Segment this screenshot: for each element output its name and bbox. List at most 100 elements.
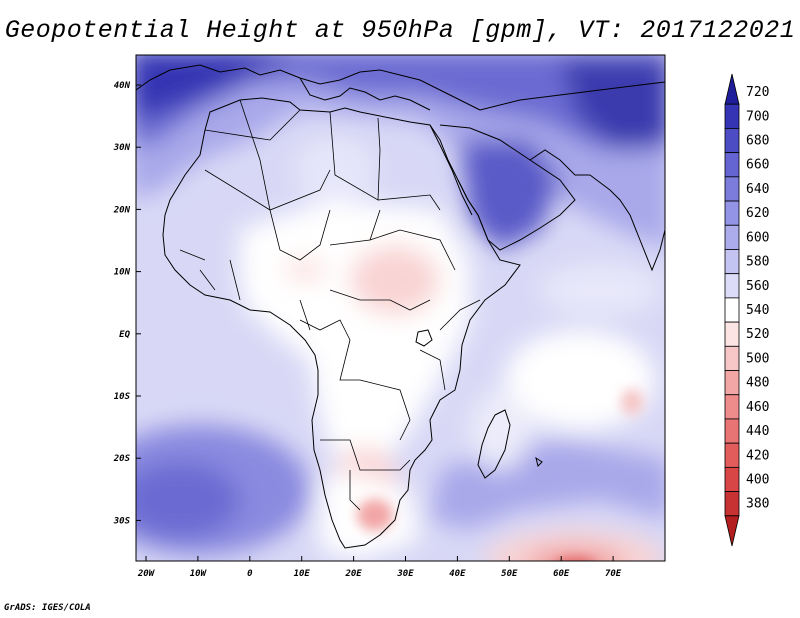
- lon-tick-label: 0: [247, 569, 253, 579]
- coastlines: [136, 64, 665, 549]
- colorbar-label: 680: [746, 134, 769, 149]
- colorbar-label: 720: [746, 85, 769, 100]
- lat-tick-label: 10S: [114, 392, 131, 402]
- colorbar-label: 640: [746, 182, 769, 197]
- colorbar-label: 400: [746, 472, 769, 487]
- colorbar-label: 440: [746, 424, 769, 439]
- colorbar-segment: [724, 200, 740, 226]
- colorbar-segment: [724, 466, 740, 492]
- asia-north: [479, 81, 665, 111]
- lon-tick-label: 20W: [137, 569, 156, 579]
- border-15: [179, 249, 241, 301]
- red-sea: [429, 124, 473, 216]
- colorbar-segment: [724, 394, 740, 420]
- border-13: [349, 470, 361, 511]
- border-16: [419, 349, 446, 391]
- colorbar-label: 700: [746, 109, 769, 124]
- colorbar-label: 380: [746, 497, 769, 512]
- colorbar-segment: [724, 249, 740, 275]
- border-3: [239, 99, 271, 211]
- colorbar-segment: [724, 273, 740, 299]
- colorbar-label: 660: [746, 158, 769, 173]
- lake-victoria: [415, 329, 433, 347]
- chart-title: Geopotential Height at 950hPa [gpm], VT:…: [4, 16, 796, 45]
- colorbar-label: 540: [746, 303, 769, 318]
- colorbar-label: 600: [746, 230, 769, 245]
- mediterranean-north: [299, 77, 431, 111]
- colorbar-label: 580: [746, 255, 769, 270]
- colorbar-label: 520: [746, 327, 769, 342]
- field-indian-pink: [621, 389, 643, 415]
- field-central-pink: [350, 245, 440, 315]
- lon-tick-label: 60E: [553, 569, 570, 579]
- border-9: [329, 289, 431, 311]
- colorbar-label: 460: [746, 400, 769, 415]
- longitude-axis: 20W 10W 0 10E 20E 30E 40E 50E 60E 70E: [137, 556, 622, 579]
- field-south-low-mid: [526, 547, 624, 561]
- border-12: [320, 439, 411, 471]
- colorbar-segment: [724, 442, 740, 468]
- country-borders: [179, 99, 481, 511]
- field-madagascar-white: [470, 390, 530, 470]
- field-south-low-outer: [485, 530, 665, 561]
- border-2: [204, 169, 331, 211]
- lon-tick-label: 70E: [605, 569, 622, 579]
- border-6: [269, 209, 331, 261]
- india-coast: [589, 174, 665, 272]
- lon-tick-label: 40E: [449, 569, 466, 579]
- grads-credit: GrADS: IGES/COLA: [4, 603, 91, 613]
- lon-tick-label: 20E: [344, 569, 362, 579]
- border-14: [439, 299, 481, 331]
- height-field: [136, 55, 665, 561]
- colorbar-label: 620: [746, 206, 769, 221]
- colorbar-segment: [724, 176, 740, 202]
- colorbar-segment: [724, 297, 740, 323]
- field-arabian-sea-white: [540, 265, 660, 315]
- arabian-peninsula: [439, 124, 576, 251]
- field-atlantic-high-core: [136, 462, 240, 538]
- colorbar-bottom-arrow: [724, 515, 740, 547]
- field-south-low-core: [558, 558, 592, 561]
- border-8: [369, 229, 456, 271]
- colorbar-segment: [724, 418, 740, 444]
- lat-tick-label: 20S: [113, 454, 131, 464]
- field-arabia-dark: [460, 140, 560, 250]
- persian-gulf: [529, 149, 590, 176]
- colorbar-segment: [724, 370, 740, 396]
- lat-tick-label: EQ: [119, 330, 130, 340]
- border-1: [204, 109, 301, 141]
- lat-tick-label: 10N: [114, 268, 131, 278]
- border-10: [299, 319, 360, 381]
- europe-coastline: [136, 64, 481, 111]
- lon-tick-label: 10W: [190, 569, 208, 579]
- colorbar-segment: [724, 152, 740, 178]
- lat-tick-label: 20N: [113, 205, 131, 215]
- field-cape-pink: [357, 499, 393, 531]
- field-indian-white: [505, 330, 655, 430]
- border-11: [359, 379, 411, 441]
- lon-tick-label: 10E: [294, 569, 311, 579]
- border-17: [299, 299, 311, 331]
- madagascar: [477, 409, 511, 479]
- colorbar-label: 560: [746, 279, 769, 294]
- border-5: [377, 194, 441, 211]
- colorbar-segment: [724, 491, 740, 517]
- colorbar-segment: [724, 224, 740, 250]
- colorbar-label: 420: [746, 448, 769, 463]
- colorbar-label: 480: [746, 376, 769, 391]
- lon-tick-label: 30E: [396, 569, 414, 579]
- colorbar-segment: [724, 103, 740, 129]
- colorbar: 720 700 680 660 640 620 600 580 560 540 520 500 480 4…: [724, 73, 769, 547]
- lon-tick-label: 50E: [501, 569, 518, 579]
- latitude-axis: 40N 30N 20N 10N EQ 10S 20S 30S: [113, 81, 141, 526]
- field-chad-pink: [283, 258, 327, 282]
- lat-tick-label: 40N: [114, 81, 131, 91]
- colorbar-segment: [724, 128, 740, 154]
- colorbar-top-arrow: [724, 73, 740, 105]
- field-asia-darkest: [560, 60, 665, 150]
- field-north-dark: [136, 55, 665, 150]
- lat-tick-label: 30S: [113, 516, 131, 526]
- lat-tick-label: 30N: [113, 143, 131, 153]
- field-westafrica-white: [245, 291, 295, 319]
